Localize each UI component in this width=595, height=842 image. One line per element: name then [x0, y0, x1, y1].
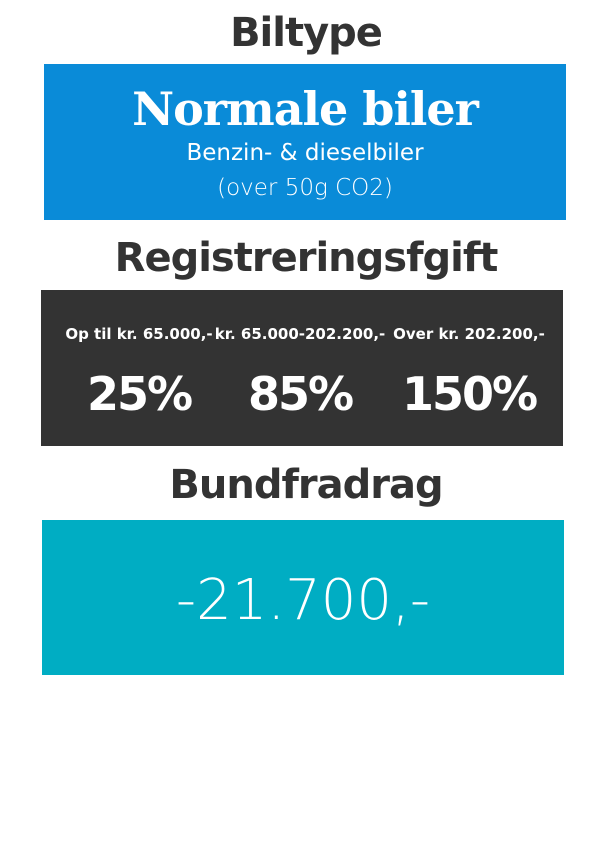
fee-bracket-range: Op til kr. 65.000,-: [65, 325, 213, 343]
fee-bracket-rate: 85%: [247, 367, 354, 421]
car-type-heading: Biltype: [230, 10, 383, 56]
deduction-heading: Bundfradrag: [169, 462, 443, 508]
registration-fee-panel: Op til kr. 65.000,- 25% kr. 65.000-202.2…: [41, 290, 563, 446]
car-type-title: Normale biler: [132, 82, 479, 136]
car-type-fuel-label: Benzin- & dieselbiler: [186, 140, 424, 166]
deduction-value: -21.700,-: [175, 568, 431, 633]
fee-bracket: Op til kr. 65.000,- 25%: [45, 290, 233, 446]
fee-bracket-rate: 25%: [86, 367, 193, 421]
registration-fee-heading: Registreringsfgift: [114, 235, 499, 281]
car-type-panel: Normale biler Benzin- & dieselbiler (ove…: [44, 64, 566, 220]
fee-bracket-range: kr. 65.000-202.200,-: [214, 325, 386, 343]
fee-bracket: Over kr. 202.200,- 150%: [386, 290, 552, 446]
fee-bracket-rate: 150%: [401, 367, 538, 421]
fee-bracket: kr. 65.000-202.200,- 85%: [208, 290, 392, 446]
deduction-panel: -21.700,-: [42, 520, 564, 675]
fee-bracket-range: Over kr. 202.200,-: [393, 325, 545, 343]
car-type-co2-label: (over 50g CO2): [217, 175, 393, 201]
